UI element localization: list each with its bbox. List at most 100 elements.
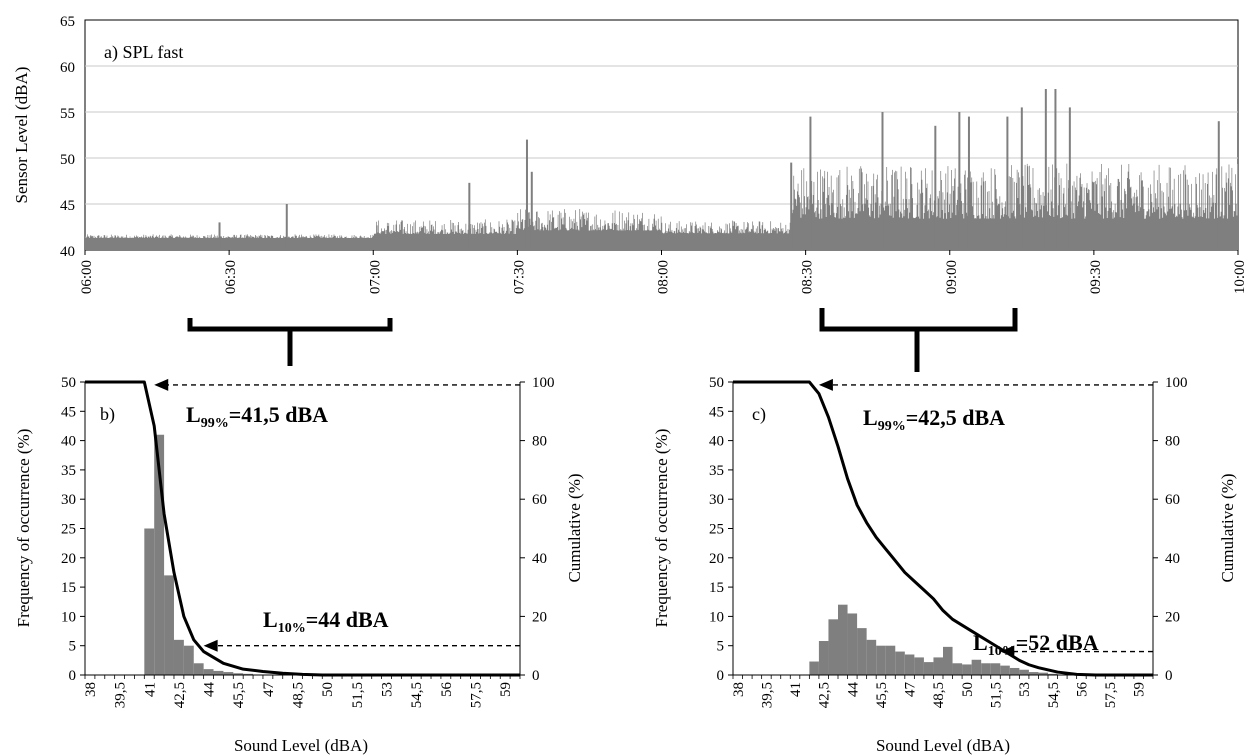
bracket-window-b [187, 318, 393, 366]
x-tick-label: 45,5 [874, 682, 890, 708]
panel-a-sound-level-series [85, 163, 1238, 250]
y2-tick-label: 80 [532, 434, 547, 450]
x-tick-label: 50 [960, 682, 976, 697]
panel-a-x-tick-label: 06:00 [79, 260, 95, 294]
panel-a-y-ticks: 40 45 50 55 60 65 [60, 14, 75, 260]
panel-a-x-tick-label: 06:30 [223, 260, 239, 294]
frequency-bar [923, 662, 934, 675]
panel-c-label: c) [752, 404, 766, 425]
frequency-bar [962, 664, 972, 675]
frequency-bar [990, 663, 1001, 675]
frequency-bar [818, 641, 829, 675]
frequency-bar [838, 604, 848, 675]
panel-c-y-axis-label: Frequency of occurrence (%) [652, 429, 671, 628]
x-tick-label: 42,5 [817, 682, 833, 708]
x-tick-label: 59 [498, 682, 514, 697]
panel-c-frequency-bars [809, 604, 1058, 675]
frequency-bar [1000, 665, 1010, 675]
annotation-label: L10%=52 dBA [973, 630, 1099, 659]
annotation-label: L99%=41,5 dBA [186, 402, 328, 431]
x-tick-label: 56 [1074, 682, 1090, 698]
frequency-bar [866, 639, 877, 675]
frequency-bar [243, 673, 254, 675]
panel-a-y-tick-label: 60 [60, 60, 75, 76]
panel-a-spike [468, 182, 471, 250]
x-tick-label: 54,5 [409, 682, 425, 708]
panel-a-spike [1054, 89, 1057, 250]
panel-a-y-tick-label: 65 [60, 14, 75, 30]
panel-a-series [85, 89, 1238, 251]
frequency-bar [847, 613, 858, 675]
x-tick-label: 47 [261, 682, 277, 698]
panel-c-y2-axis-label: Cumulative (%) [1218, 473, 1237, 582]
panel-a-spike [1020, 107, 1023, 251]
x-tick-label: 59 [1132, 682, 1148, 697]
y2-tick-label: 20 [1165, 609, 1180, 625]
y-tick-label: 40 [61, 434, 76, 450]
annotation-arrowhead [1000, 645, 1015, 658]
panel-a-spike [530, 171, 533, 250]
y-tick-label: 20 [61, 551, 76, 567]
panel-a-y-tick-label: 55 [60, 106, 75, 122]
y-tick-label: 15 [709, 580, 724, 596]
y-tick-label: 25 [709, 522, 724, 538]
frequency-bar [981, 663, 991, 675]
panel-a-y-tick-label: 45 [60, 198, 75, 214]
panel-a-spike [1217, 121, 1220, 250]
frequency-bar [828, 619, 838, 675]
y-tick-label: 5 [717, 639, 725, 655]
frequency-bar [164, 575, 174, 675]
y-tick-label: 0 [69, 668, 77, 684]
panel-a-x-tick-label: 10:00 [1232, 260, 1248, 294]
x-tick-label: 39,5 [759, 682, 775, 708]
frequency-bar [193, 663, 204, 675]
panel-a-spike [809, 116, 812, 250]
frequency-bar [223, 672, 234, 675]
panel-b-histogram: 0 5 10 15 20 25 30 35 40 45 50 0 20 40 60 80 100 38 39,5 41… [14, 375, 584, 755]
y-tick-label: 15 [61, 580, 76, 596]
y2-tick-label: 100 [1165, 375, 1188, 391]
y-tick-label: 35 [709, 463, 724, 479]
frequency-bar [914, 657, 924, 675]
annotation-label: L10%=44 dBA [263, 607, 389, 636]
y-tick-label: 45 [709, 404, 724, 420]
y-tick-label: 45 [61, 404, 76, 420]
panel-b-y-axis-label: Frequency of occurrence (%) [14, 429, 33, 628]
x-tick-label: 53 [380, 682, 396, 697]
x-tick-label: 44 [845, 682, 861, 698]
frequency-bar [1038, 672, 1048, 675]
y-tick-label: 50 [61, 375, 76, 391]
panel-a-spike [1044, 89, 1047, 250]
panel-a-spike [1006, 116, 1009, 250]
frequency-bar [876, 645, 886, 675]
frequency-bar [971, 659, 982, 675]
frequency-bar [203, 669, 214, 675]
y2-tick-label: 80 [1165, 434, 1180, 450]
frequency-bar [809, 661, 819, 675]
annotation-label: L99%=42,5 dBA [863, 405, 1005, 434]
frequency-bar [895, 651, 905, 675]
panel-a-spike [285, 204, 288, 250]
annotation-arrowhead [818, 378, 833, 391]
panel-a-spike [967, 116, 970, 250]
panel-a-x-tick-label: 08:00 [656, 260, 672, 294]
panel-a-x-tick-label: 07:00 [367, 260, 383, 294]
x-tick-label: 56 [439, 682, 455, 698]
y-tick-label: 35 [61, 463, 76, 479]
y2-tick-label: 0 [1165, 668, 1173, 684]
panel-a-label: a) SPL fast [104, 42, 183, 63]
panel-a-spl-timeseries: 40 45 50 55 60 65 06:00 06:30 07:00 07:30 08:00 08… [12, 14, 1248, 294]
y2-tick-label: 60 [1165, 492, 1180, 508]
cumulative-line [85, 380, 520, 677]
y-tick-label: 10 [61, 609, 76, 625]
x-tick-label: 41 [788, 682, 804, 697]
frequency-bar [154, 434, 165, 675]
panel-c-annotations: L99%=42,5 dBA L10%=52 dBA [818, 378, 1153, 659]
x-tick-label: 57,5 [469, 682, 485, 708]
frequency-bar [943, 646, 953, 675]
annotation-arrowhead [203, 639, 218, 652]
y-tick-label: 25 [61, 522, 76, 538]
y2-tick-label: 40 [532, 551, 547, 567]
panel-c-cumulative-line [733, 380, 1153, 677]
